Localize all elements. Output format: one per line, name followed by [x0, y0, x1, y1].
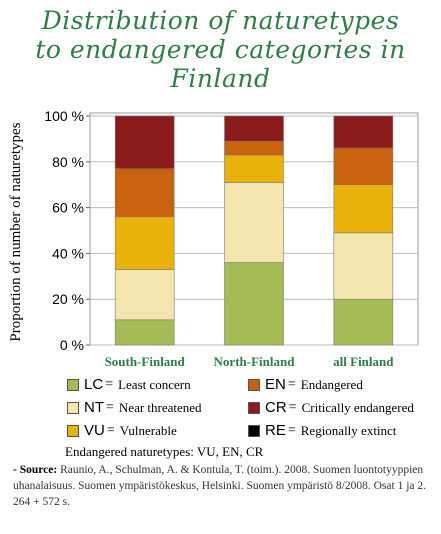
source-prefix: - Source: — [13, 464, 58, 476]
y-tick-label: 60 % — [52, 200, 84, 216]
bar-segment-en — [333, 147, 394, 185]
bar-segment-lc — [224, 262, 284, 346]
bar-segment-en — [224, 140, 284, 156]
bar-segment-lc — [333, 298, 394, 346]
bar-segment-nt — [333, 232, 394, 300]
x-tick-label: South-Finland — [105, 354, 186, 369]
chart-title-line-3: Finland — [170, 64, 271, 93]
bar-segment-en — [114, 168, 175, 218]
source-text: Raunio, A., Schulman, A. & Kontula, T. (… — [13, 464, 427, 508]
bar-segment-vu — [114, 216, 175, 270]
y-tick-label: 0 % — [60, 337, 84, 353]
y-tick-label: 100 % — [44, 108, 84, 124]
source-citation: - Source: Raunio, A., Schulman, A. & Kon… — [13, 462, 433, 510]
endangered-note: Endangered naturetypes: VU, EN, CR — [65, 444, 264, 459]
bar-segment-vu — [224, 154, 284, 183]
bar-segment-cr — [333, 115, 394, 149]
chart-title-line-1: Distribution of naturetypes — [41, 6, 400, 35]
y-tick-label: 80 % — [52, 154, 84, 170]
bar-segment-cr — [224, 115, 284, 142]
chart-title: Distribution of naturetypes to endangere… — [0, 6, 441, 93]
bar-segment-nt — [114, 269, 175, 321]
y-axis-label: Proportion of number of naturetypes — [8, 122, 24, 341]
x-tick-label: all Finland — [333, 354, 394, 369]
bar-segment-lc — [114, 319, 175, 346]
bar-segment-vu — [333, 184, 394, 234]
bar-segment-cr — [114, 115, 175, 169]
y-tick-label: 40 % — [52, 245, 84, 261]
bar-segment-nt — [224, 182, 284, 263]
y-tick-label: 20 % — [52, 291, 84, 307]
x-tick-label: North-Finland — [214, 354, 296, 369]
chart-title-line-2: to endangered categories in — [35, 35, 406, 64]
